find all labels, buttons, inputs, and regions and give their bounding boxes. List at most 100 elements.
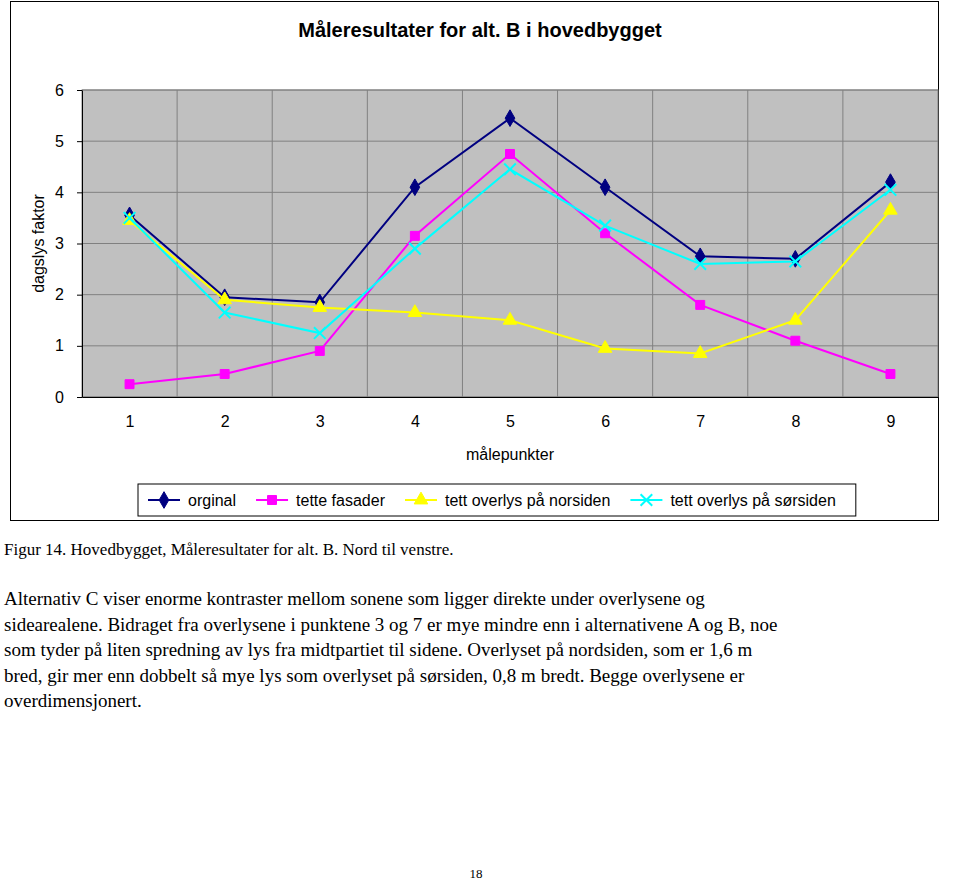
marker	[601, 229, 610, 238]
y-tick-label: 5	[55, 133, 64, 150]
marker	[219, 307, 231, 319]
x-axis: 1 2 3 4 5 6 7 8 9	[83, 397, 939, 430]
legend-item: tett overlys på norsiden	[405, 492, 610, 509]
marker	[410, 231, 419, 240]
y-tick: 0	[55, 389, 82, 406]
y-tick: 2	[55, 286, 82, 303]
marker	[503, 312, 517, 324]
legend-label: orginal	[188, 492, 236, 509]
y-tick-mark	[77, 192, 82, 193]
legend-label: tett overlys på norsiden	[445, 492, 610, 509]
category-divider	[842, 90, 843, 397]
x-tick: 8	[791, 397, 800, 430]
paragraph-line: bred, gir mer enn dobbelt så mye lys som…	[4, 665, 745, 686]
marker	[220, 370, 229, 379]
legend-label: tett overlys på sørsiden	[670, 492, 835, 509]
marker	[694, 258, 706, 270]
marker	[315, 346, 324, 355]
plot	[123, 110, 897, 389]
y-tick-mark	[77, 90, 82, 91]
marker	[408, 305, 422, 317]
x-axis-line	[83, 397, 939, 398]
y-tick: 5	[55, 133, 82, 150]
marker	[696, 300, 705, 309]
marker	[218, 292, 232, 304]
marker	[886, 370, 895, 379]
y-tick-mark	[77, 141, 82, 142]
grid-line	[82, 397, 938, 398]
category-divider	[177, 90, 178, 397]
legend-marker	[641, 494, 653, 506]
series-line	[130, 154, 891, 384]
marker	[886, 174, 896, 191]
y-tick: 4	[55, 184, 82, 201]
marker	[313, 300, 327, 312]
y-tick: 6	[55, 82, 82, 99]
x-tick: 5	[506, 397, 515, 430]
y-axis: 0 1 2 3 4 5 6	[55, 82, 82, 406]
x-tick: 1	[126, 397, 135, 430]
y-axis-line	[82, 91, 83, 398]
x-tick-label: 7	[696, 413, 705, 430]
category-divider	[462, 90, 463, 397]
series-line	[130, 169, 891, 333]
x-tick: 7	[696, 397, 705, 430]
y-tick-mark	[77, 397, 82, 398]
grid-line	[82, 243, 938, 244]
legend: orginaltette fasadertett overlys på nors…	[138, 484, 856, 516]
grid-line	[82, 294, 938, 295]
paragraph-line: som tyder på liten spredning av lys fra …	[4, 639, 752, 660]
x-tick: 2	[221, 397, 230, 430]
marker	[410, 179, 420, 196]
y-tick-mark	[77, 244, 82, 245]
y-tick-label: 2	[55, 286, 64, 303]
page-number: 18	[470, 866, 483, 881]
x-tick-label: 2	[221, 413, 230, 430]
x-tick: 4	[411, 397, 420, 430]
legend-marker	[268, 496, 277, 505]
marker	[505, 110, 515, 127]
legend-marker	[414, 492, 428, 504]
marker	[789, 312, 803, 324]
x-tick: 3	[316, 397, 325, 430]
marker	[693, 346, 707, 358]
category-divider	[272, 90, 273, 397]
y-tick-label: 4	[55, 184, 64, 201]
x-tick-label: 3	[316, 413, 325, 430]
chart-title: Måleresultater for alt. B i hovedbygget	[298, 19, 662, 41]
caption: Figur 14. Hovedbygget, Måleresultater fo…	[4, 540, 453, 559]
marker	[124, 212, 136, 224]
legend-item: orginal	[148, 492, 236, 509]
series-line	[130, 118, 891, 302]
x-tick-label: 4	[411, 413, 420, 430]
y-tick: 1	[55, 337, 82, 354]
series-line	[130, 210, 891, 353]
grid	[82, 90, 938, 397]
marker	[506, 149, 515, 158]
grid-line	[82, 90, 938, 91]
plot-area	[82, 90, 938, 397]
x-tick-label: 6	[601, 413, 610, 430]
marker	[409, 243, 421, 255]
legend-item: tett overlys på sørsiden	[630, 492, 835, 509]
y-axis-title: dagslys faktor	[30, 193, 47, 292]
y-tick-mark	[77, 346, 82, 347]
marker	[599, 220, 611, 232]
paragraph-line: sidearealene. Bidraget fra overlysene i …	[4, 614, 777, 635]
x-axis-title: målepunkter	[466, 446, 555, 463]
grid-line	[82, 192, 938, 193]
y-tick-label: 6	[55, 82, 64, 99]
marker	[885, 184, 897, 196]
series	[123, 202, 897, 357]
series	[125, 149, 895, 388]
y-tick-mark	[77, 295, 82, 296]
chart-frame	[11, 2, 939, 521]
y-tick: 3	[55, 235, 82, 252]
series	[124, 163, 897, 338]
legend-marker	[159, 492, 169, 509]
marker	[598, 341, 612, 353]
x-tick: 9	[886, 397, 895, 430]
category-divider	[747, 90, 748, 397]
marker	[123, 213, 137, 225]
x-tick-label: 5	[506, 413, 515, 430]
